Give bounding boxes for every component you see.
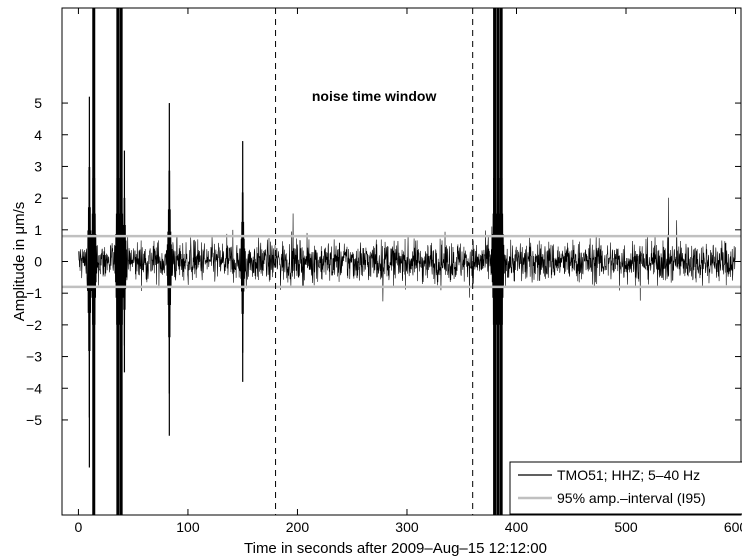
x-tick-label-0: 0	[75, 519, 83, 535]
y-tick-label-2: −3	[26, 349, 42, 365]
x-tick-label-4: 400	[505, 519, 529, 535]
y-tick-label-1: −4	[26, 380, 42, 396]
legend-box	[509, 461, 742, 515]
y-tick-label-8: 3	[34, 158, 42, 174]
x-tick-label-1: 100	[176, 519, 200, 535]
x-tick-label-6: 600	[724, 519, 742, 535]
plot-area	[62, 7, 741, 515]
seismogram-trace	[78, 7, 736, 454]
axes: 0 100 200 300 400 500 600 −5 −4 −3 −2 −1 0 1 2 3 4 5	[26, 7, 742, 535]
x-tick-label-3: 300	[395, 519, 419, 535]
y-tick-label-0: −5	[26, 412, 42, 428]
y-tick-label-9: 4	[34, 127, 42, 143]
legend-label-amplitude-interval: 95% amp.–interval (I95)	[557, 490, 706, 506]
x-axis-label: Time in seconds after 2009–Aug–15 12:12:…	[244, 540, 547, 557]
y-tick-label-5: 0	[34, 254, 42, 270]
y-tick-label-10: 5	[34, 95, 42, 111]
annotation-noise-time-window: noise time window	[312, 88, 437, 104]
y-axis-label: Amplitude in μm/s	[11, 202, 28, 322]
x-tick-label-2: 200	[286, 519, 310, 535]
y-tick-label-3: −2	[26, 317, 42, 333]
y-tick-label-6: 1	[34, 222, 42, 238]
legend-label-seismogram: TMO51; HHZ; 5–40 Hz	[557, 467, 700, 483]
y-tick-label-4: −1	[26, 285, 42, 301]
x-tick-label-5: 500	[614, 519, 638, 535]
legend: TMO51; HHZ; 5–40 Hz 95% amp.–interval (I…	[509, 461, 742, 515]
y-tick-label-7: 2	[34, 190, 42, 206]
